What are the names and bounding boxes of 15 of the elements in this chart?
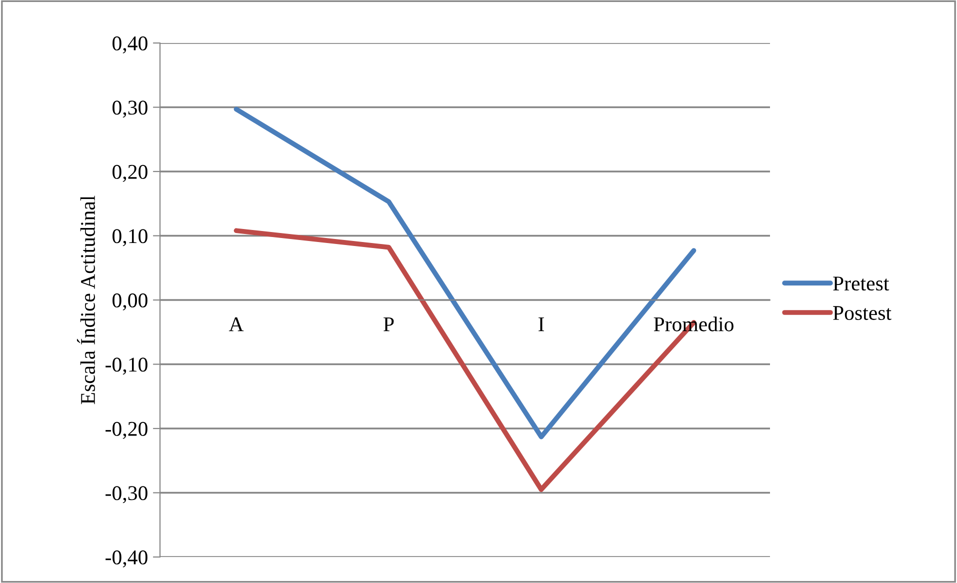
y-tick-label: -0,30 <box>106 486 148 504</box>
legend-label: Postest <box>833 306 892 320</box>
y-tick-label: 0,10 <box>112 229 148 246</box>
legend-label: Pretest <box>833 276 890 291</box>
y-tick-label: 0,20 <box>112 164 148 182</box>
y-tick-label: -0,10 <box>106 358 148 375</box>
y-tick-label: -0,40 <box>106 550 148 568</box>
x-tick-label: P <box>384 317 394 332</box>
x-tick-label: I <box>538 317 544 332</box>
y-tick-label: -0,20 <box>106 422 148 439</box>
x-tick-label: A <box>228 317 244 332</box>
y-axis-title: Escala Índice Actitudinal <box>76 196 96 404</box>
y-tick-label: 0,40 <box>112 36 148 54</box>
y-tick-label: 0,30 <box>112 100 148 118</box>
y-tick-label: 0,00 <box>112 293 148 310</box>
